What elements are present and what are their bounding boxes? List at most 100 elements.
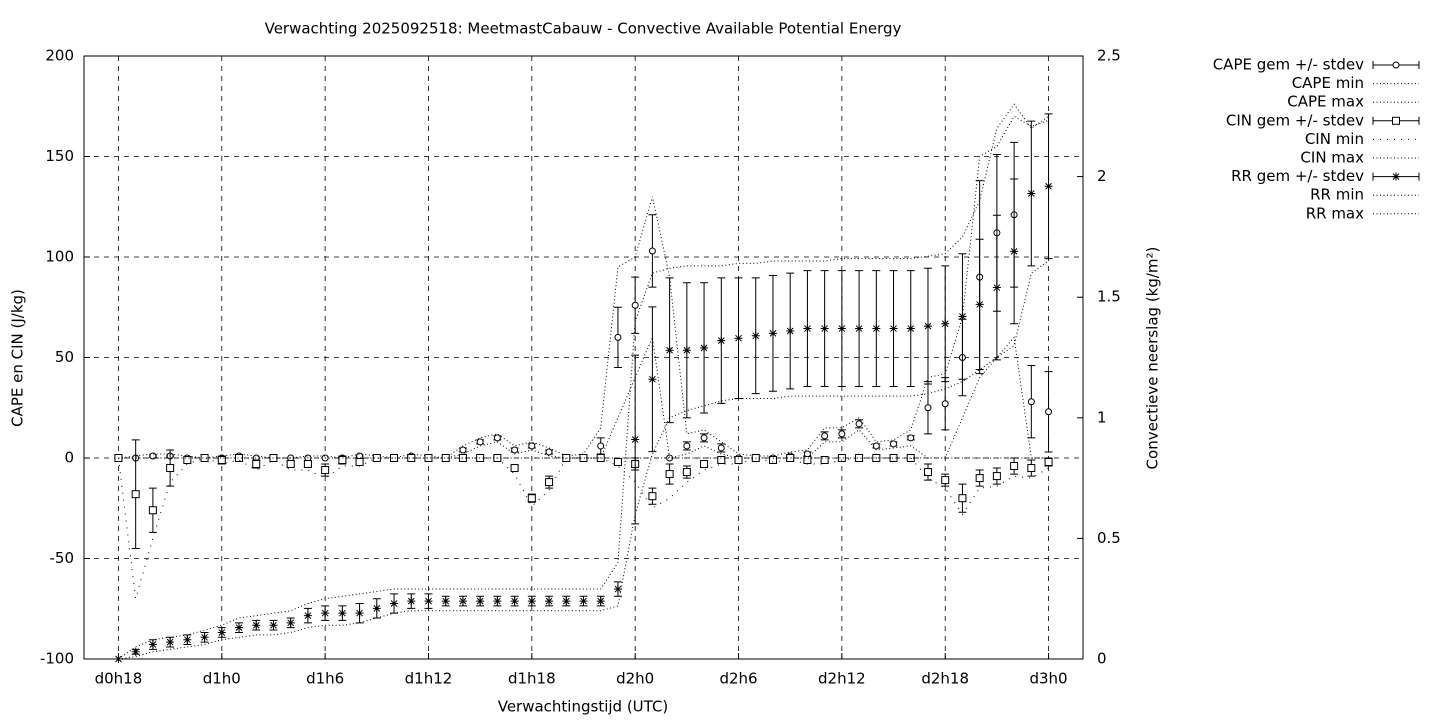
- point: [1044, 182, 1053, 191]
- range-line: [118, 115, 1049, 459]
- point: [975, 300, 984, 309]
- point: [700, 343, 709, 352]
- point: [476, 438, 484, 446]
- y-tick-label: 200: [45, 47, 74, 65]
- x-tick-label: d2h18: [921, 670, 969, 688]
- point: [562, 454, 571, 462]
- y-tick-label: -100: [40, 650, 74, 668]
- point: [820, 456, 829, 465]
- x-tick-label: d1h18: [508, 670, 556, 688]
- point: [786, 326, 795, 335]
- y2-tick-label: 2.5: [1097, 47, 1121, 65]
- point: [1027, 189, 1036, 198]
- point: [390, 599, 399, 608]
- x-tick-label: d2h6: [719, 670, 757, 688]
- point: [424, 454, 433, 462]
- plot-frame: [83, 55, 1084, 660]
- point: [768, 456, 777, 465]
- point: [837, 324, 846, 333]
- point: [958, 312, 967, 321]
- point: [648, 375, 657, 384]
- point: [303, 611, 312, 620]
- point: [441, 597, 450, 606]
- chart-title: Verwachting 2025092518: MeetmastCabauw -…: [265, 20, 902, 38]
- point: [545, 597, 554, 606]
- legend-label: RR gem +/- stdev: [1231, 167, 1364, 185]
- point: [975, 474, 984, 483]
- y2-tick-label: 0.5: [1097, 529, 1121, 547]
- point: [1045, 408, 1053, 416]
- point: [734, 334, 743, 343]
- point: [648, 247, 656, 255]
- point: [631, 435, 640, 444]
- point: [683, 442, 691, 450]
- point: [786, 454, 795, 462]
- y2-axis-label: Convectieve neerslag (kg/m²): [1144, 247, 1162, 470]
- point: [665, 346, 674, 355]
- point: [114, 655, 123, 663]
- point: [613, 585, 622, 594]
- legend-label: RR min: [1310, 186, 1364, 204]
- point: [992, 283, 1001, 292]
- point: [803, 456, 812, 465]
- point: [149, 452, 157, 460]
- legend-label: CIN min: [1305, 130, 1364, 148]
- point: [579, 597, 588, 606]
- point: [235, 623, 244, 632]
- point: [855, 420, 863, 428]
- point: [872, 442, 880, 450]
- point: [768, 329, 777, 338]
- point: [545, 478, 554, 487]
- legend-label: RR max: [1306, 204, 1364, 222]
- point: [855, 454, 864, 462]
- x-tick-label: d1h6: [306, 670, 344, 688]
- x-tick-label: d1h12: [405, 670, 453, 688]
- point: [821, 432, 829, 440]
- point: [717, 444, 725, 452]
- point: [1044, 458, 1053, 467]
- point: [734, 456, 743, 465]
- point: [613, 458, 622, 467]
- point: [166, 638, 175, 647]
- point: [837, 454, 846, 462]
- point: [889, 454, 898, 462]
- point: [355, 458, 364, 467]
- point: [217, 628, 226, 637]
- point: [924, 404, 932, 412]
- legend-label: CIN max: [1300, 149, 1364, 167]
- point: [648, 492, 657, 501]
- point: [596, 597, 605, 606]
- point: [923, 468, 932, 477]
- point: [614, 333, 622, 341]
- y-tick-label: 0: [64, 449, 74, 467]
- point: [424, 597, 433, 606]
- point: [407, 597, 416, 606]
- point: [682, 468, 691, 477]
- point: [1010, 462, 1019, 471]
- y-axis-label: CAPE en CIN (J/kg): [9, 289, 27, 427]
- point: [958, 494, 967, 503]
- point: [131, 490, 140, 499]
- point: [992, 472, 1001, 481]
- point: [510, 597, 519, 606]
- point: [476, 597, 485, 606]
- point: [889, 324, 898, 333]
- point: [751, 331, 760, 340]
- point: [597, 442, 605, 450]
- point: [803, 324, 812, 333]
- y-tick-label: 150: [45, 147, 74, 165]
- point: [372, 604, 381, 613]
- point: [217, 456, 226, 465]
- point: [700, 460, 709, 469]
- point: [923, 322, 932, 331]
- point: [562, 597, 571, 606]
- point: [528, 442, 536, 450]
- point: [269, 621, 278, 630]
- point: [1027, 398, 1035, 406]
- point: [493, 597, 502, 606]
- legend-marker: [1392, 116, 1400, 125]
- point: [907, 434, 915, 442]
- point: [493, 434, 501, 442]
